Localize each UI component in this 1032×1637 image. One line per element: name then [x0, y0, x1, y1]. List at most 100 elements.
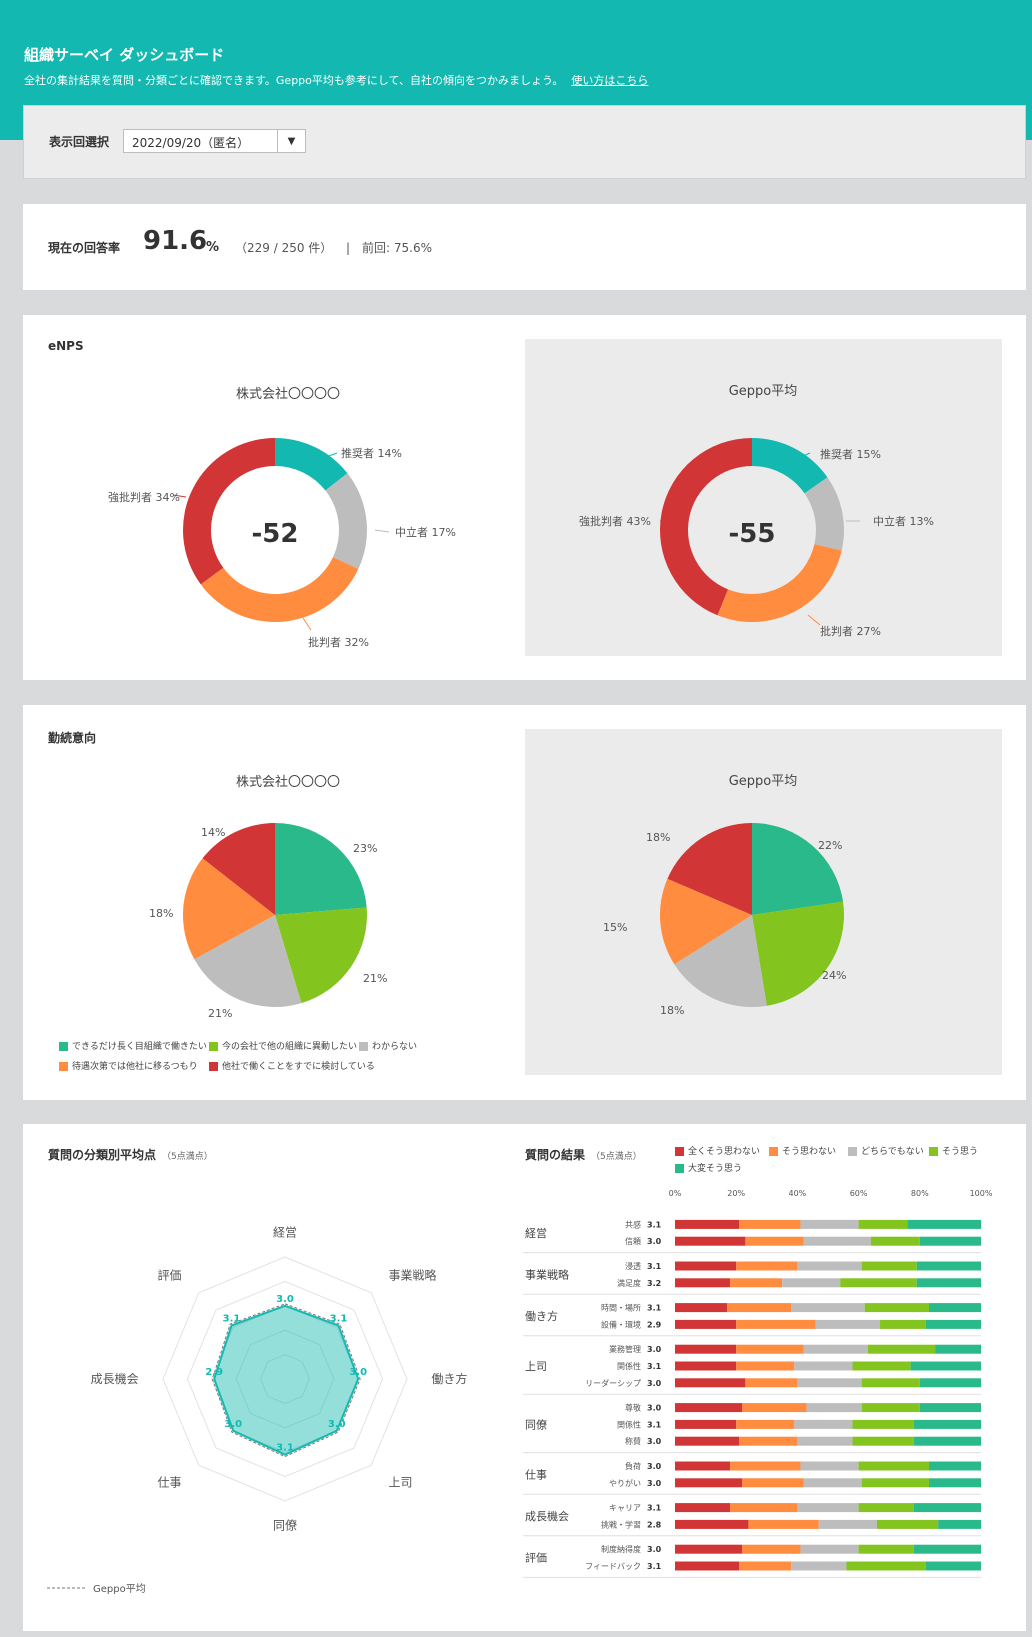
question-score: 3.1 — [647, 1420, 662, 1429]
bar-segment — [919, 1378, 981, 1388]
retention-legend: できるだけ長く目組織で働きたい 今の会社で他の組織に異動したい わからない 待遇… — [59, 1039, 499, 1083]
radar-category-label: 経営 — [273, 1226, 297, 1240]
retention-company-labels: 23% 21% 21% 18% 14% — [149, 826, 387, 1020]
bar-segment — [675, 1319, 737, 1329]
bar-segment — [675, 1278, 731, 1288]
bar-segment — [928, 1478, 981, 1488]
question-score: 3.1 — [647, 1362, 662, 1371]
question-label: やりがい — [609, 1478, 641, 1488]
enps-company-score: -52 — [252, 519, 299, 549]
ret-c-label-3: 18% — [149, 907, 173, 920]
bar-axis-tick: 80% — [911, 1189, 929, 1198]
radar-category-label: 成長機会 — [91, 1371, 139, 1386]
bar-segment — [852, 1419, 914, 1429]
radar-value-label: 3.1 — [223, 1314, 241, 1325]
category-group-label: 働き方 — [525, 1309, 558, 1323]
retention-geppo-slice-4 — [667, 823, 752, 915]
bar-segment — [846, 1561, 926, 1571]
radar-grid-ring — [260, 1354, 310, 1404]
question-score: 3.1 — [647, 1262, 662, 1271]
question-label: 浸透 — [625, 1262, 641, 1271]
ret-g-label-1: 24% — [822, 969, 846, 982]
ret-c-label-0: 23% — [353, 842, 377, 855]
radar-series-geppo — [211, 1303, 361, 1458]
radar-value-label: 3.1 — [330, 1314, 348, 1325]
legend-label: 今の会社で他の組織に異動したい — [222, 1042, 358, 1052]
bar-segment — [742, 1403, 807, 1413]
bar-segment — [925, 1561, 981, 1571]
legend-swatch — [359, 1042, 368, 1051]
questions-panel: 質問の分類別平均点 （5点満点） 経営 事業戦略 働き方 上司 同僚 仕事 成長機会 評価 3.… — [23, 1124, 1026, 1631]
bar-segment — [880, 1319, 926, 1329]
response-rate-unit: % — [206, 240, 220, 255]
legend-label: 大変そう思う — [688, 1164, 743, 1174]
bar-segment — [864, 1303, 929, 1313]
category-group-label: 上司 — [525, 1360, 547, 1373]
bar-segment — [739, 1436, 798, 1446]
bar-segment — [797, 1503, 859, 1513]
enps-charts: -52 -55 推奨者 14% 中立者 17% 批判者 32% 強批判者 34%… — [108, 438, 934, 649]
bar-axis-tick: 60% — [850, 1189, 868, 1198]
retention-geppo-labels: 22% 24% 18% 15% 18% — [603, 831, 846, 1017]
question-label: 設備・環境 — [601, 1319, 641, 1329]
ret-c-label-2: 21% — [208, 1007, 232, 1020]
retention-company-slice-4 — [202, 823, 275, 915]
retention-panel: 勤続意向 株式会社〇〇〇〇 Geppo平均 23% 21% 21% 18% 14… — [23, 705, 1026, 1100]
radar-category-label: 仕事 — [157, 1476, 181, 1490]
enps-geppo-strong: 強批判者 43% — [579, 514, 651, 528]
enps-company-critic: 批判者 32% — [308, 635, 369, 649]
response-rate-panel: 現在の回答率 91.6 % （229 / 250 件） | 前回: 75.6% — [23, 204, 1026, 290]
bar-segment — [858, 1461, 929, 1471]
bar-segment — [861, 1378, 920, 1388]
question-score: 3.0 — [647, 1462, 662, 1471]
legend-label: 待遇次第では他社に移るつもり — [72, 1062, 198, 1072]
legend-label: 全くそう思わない — [688, 1147, 761, 1157]
question-score: 3.1 — [647, 1304, 662, 1313]
enps-company-labels: 推奨者 14% 中立者 17% 批判者 32% 強批判者 34% — [108, 446, 456, 649]
bar-segment — [791, 1561, 847, 1571]
bar-segment — [861, 1403, 920, 1413]
bar-segment — [675, 1503, 731, 1513]
enps-geppo-score: -55 — [729, 519, 776, 549]
legend-label: そう思わない — [782, 1147, 837, 1157]
legend-label: 他社で働くことをすでに検討している — [222, 1062, 375, 1072]
bar-segment — [675, 1419, 737, 1429]
legend-label: どちらでもない — [861, 1147, 924, 1157]
bar-segment — [794, 1419, 853, 1429]
bar-segment — [928, 1461, 981, 1471]
ret-c-label-4: 14% — [201, 826, 225, 839]
ret-c-label-1: 21% — [363, 972, 387, 985]
retention-charts: 23% 21% 21% 18% 14% 22% 24% 18% 15% 18% — [149, 823, 846, 1020]
legend-swatch — [59, 1062, 68, 1071]
category-group-label: 同僚 — [525, 1418, 547, 1431]
question-label: 関係性 — [617, 1419, 641, 1429]
bar-segment — [818, 1519, 877, 1529]
bar-segment — [916, 1261, 981, 1271]
question-score: 2.9 — [647, 1320, 662, 1329]
legend-item: そう思う — [929, 1144, 978, 1157]
bar-segment — [935, 1344, 981, 1354]
survey-round-select[interactable]: 2022/09/20（匿名） ▼ — [123, 129, 306, 153]
results-note: （5点満点） — [591, 1152, 642, 1162]
bar-segment — [675, 1478, 743, 1488]
question-score: 2.8 — [647, 1520, 662, 1529]
results-legend: 全くそう思わない そう思わない どちらでもない そう思う 大変そう思う — [675, 1144, 1015, 1184]
bar-segment — [730, 1461, 801, 1471]
legend-swatch — [675, 1164, 684, 1173]
bar-segment — [797, 1378, 862, 1388]
legend-item: 大変そう思う — [675, 1161, 742, 1174]
bar-segment — [815, 1319, 881, 1329]
bar-segment — [675, 1461, 731, 1471]
radar-legend-label: Geppo平均 — [93, 1583, 146, 1595]
bar-segment — [736, 1361, 795, 1371]
radar-title-text: 質問の分類別平均点 — [48, 1148, 157, 1162]
chevron-down-icon[interactable]: ▼ — [277, 130, 305, 152]
radar-note: （5点満点） — [162, 1152, 213, 1162]
legend-swatch — [769, 1147, 778, 1156]
retention-company-slice-2 — [194, 915, 302, 1007]
bar-segment — [739, 1219, 801, 1229]
ret-g-label-3: 15% — [603, 921, 627, 934]
help-link[interactable]: 使い方はこちら — [571, 74, 649, 87]
legend-swatch — [848, 1147, 857, 1156]
enps-company-slice-1 — [325, 473, 367, 569]
